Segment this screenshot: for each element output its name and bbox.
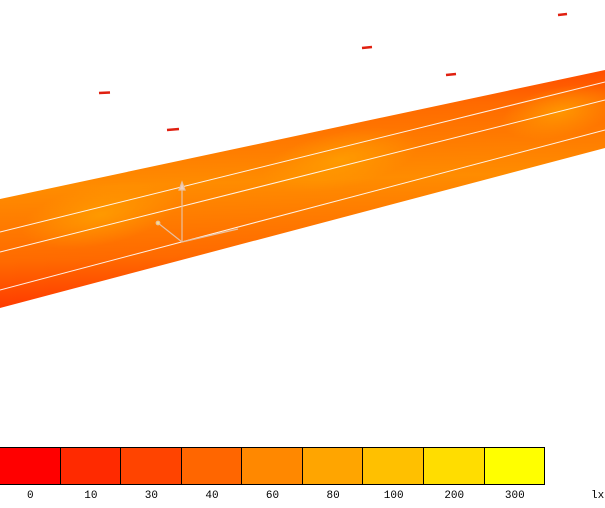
- lane-line: [0, 99, 605, 253]
- legend-label: 0: [26, 490, 34, 502]
- lane-line: [0, 129, 605, 291]
- legend-label: 200: [444, 490, 465, 502]
- color-legend: [0, 447, 546, 485]
- legend-unit: lx: [591, 490, 605, 502]
- legend-label: 60: [265, 490, 280, 502]
- lane-line: [0, 81, 605, 233]
- luminaire-marker: [445, 72, 457, 77]
- legend-labels: 0 10 30 40 60 80 100 200 300: [0, 490, 545, 502]
- luminaire-marker: [361, 45, 373, 50]
- bright-spot: [21, 181, 179, 249]
- legend-swatch: [121, 447, 182, 485]
- bright-spot: [501, 84, 605, 140]
- legend-swatch: [484, 447, 546, 485]
- legend-label: 80: [326, 490, 340, 502]
- luminaire-marker: [166, 127, 180, 132]
- legend-swatch: [423, 447, 485, 485]
- luminaire-marker: [557, 12, 568, 17]
- legend-swatch: [363, 447, 424, 485]
- legend-swatch: [60, 447, 122, 485]
- legend-label: 40: [205, 490, 219, 502]
- axis-x: [157, 222, 183, 243]
- legend-label: 30: [144, 490, 158, 502]
- legend-swatch: [0, 447, 61, 485]
- illuminance-scene: [0, 12, 605, 308]
- legend-swatch: [302, 447, 364, 485]
- axis-y: [181, 228, 239, 243]
- legend-swatch: [181, 447, 243, 485]
- legend-swatch: [242, 447, 303, 485]
- legend-label: 300: [504, 490, 525, 502]
- luminaire-marker: [98, 91, 111, 95]
- legend-label: 10: [84, 490, 98, 502]
- axis-z-arrow-icon: [178, 180, 186, 191]
- legend-label: 100: [383, 490, 404, 502]
- axis-x-tip-icon: [155, 220, 161, 226]
